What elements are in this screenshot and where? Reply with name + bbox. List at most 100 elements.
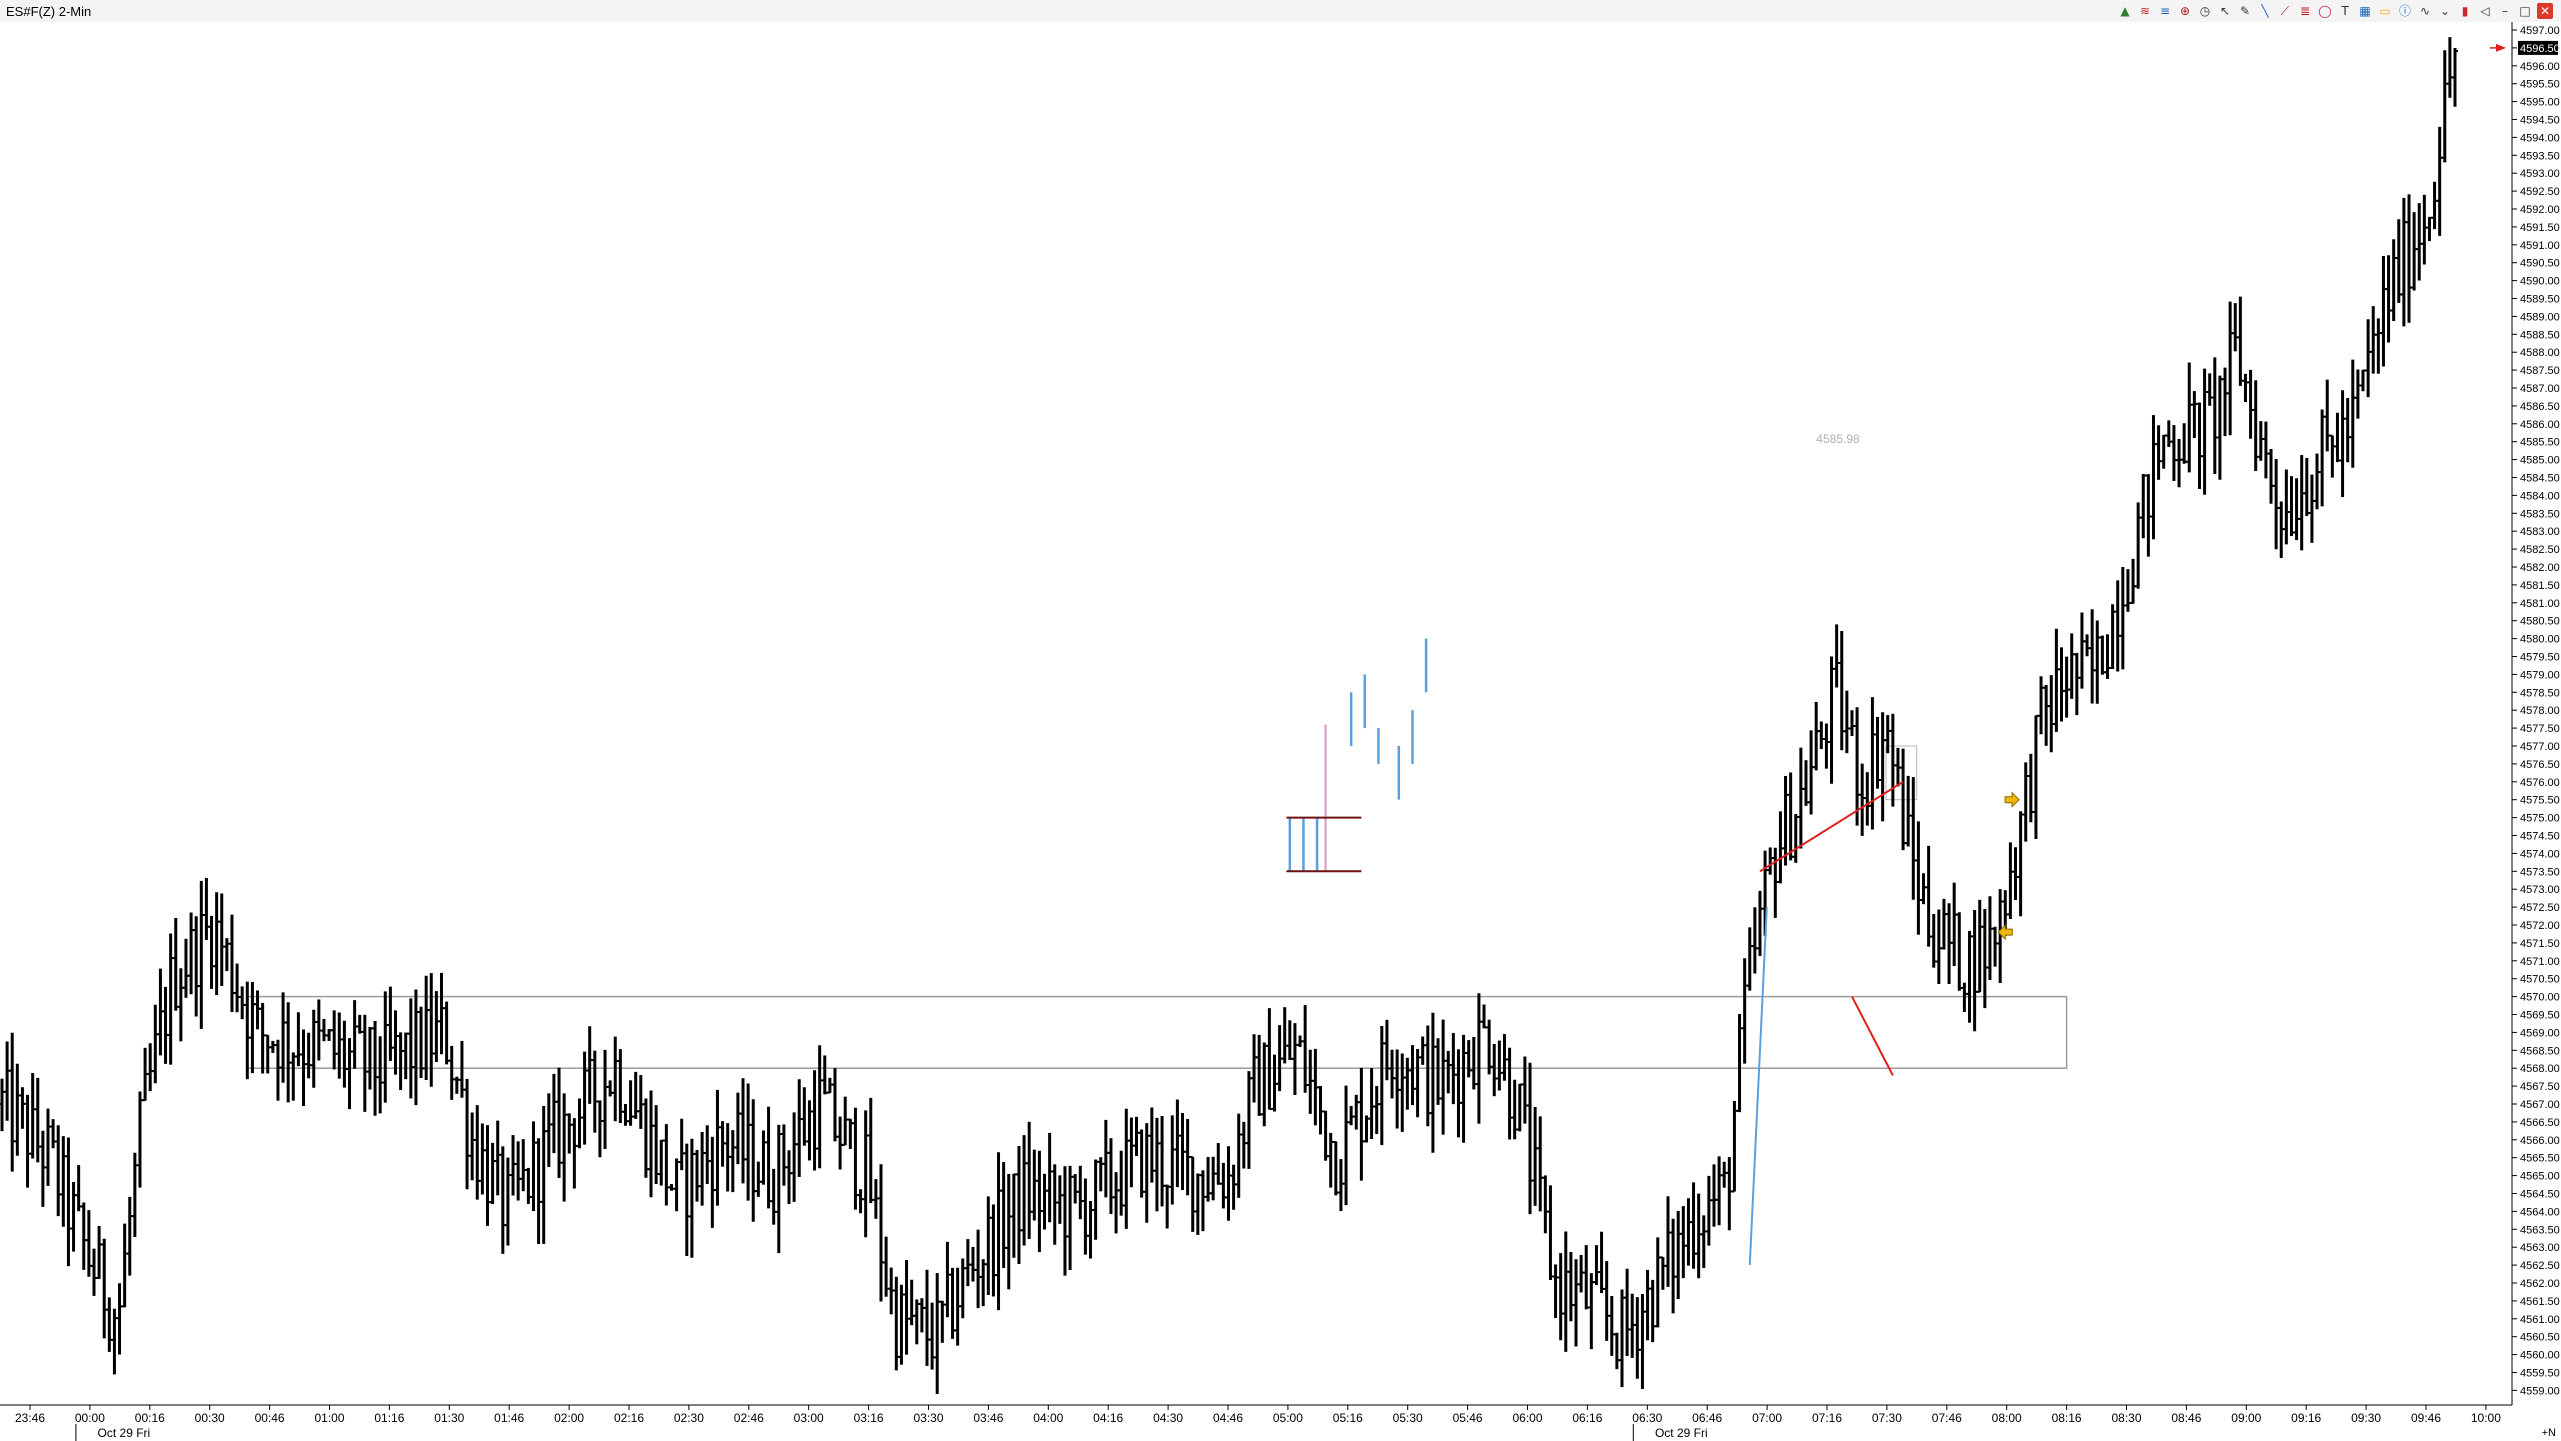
price-chart[interactable]: 4597.00 4596.50 4596.00 4595.50 4595.00 4594.… [0, 22, 2561, 1441]
ray-icon[interactable]: ⟋ [2280, 4, 2290, 18]
time-tick-label: 04:16 [1093, 1411, 1123, 1425]
window-title-bar: ES#F(Z) 2-Min ▲ ≋ ≡ ⊕ ◷ ↖ ✎ ╲ ⟋ ≣ ◯ T ▦ ▭ ⓘ ∿ ⌄ ▮ ◁ – □ ✕ [0, 0, 2561, 23]
time-tick-label: 00:16 [135, 1411, 165, 1425]
price-tick-label: 4572.50 [2520, 902, 2560, 914]
time-tick-label: 02:16 [614, 1411, 644, 1425]
zigzag-icon[interactable]: ∿ [2419, 4, 2431, 18]
last-price-label: 4596.50 [2520, 43, 2560, 55]
pencil-icon[interactable]: ✎ [2239, 4, 2251, 18]
time-tick-label: 01:30 [434, 1411, 464, 1425]
price-tick-label: 4588.00 [2520, 347, 2560, 359]
time-tick-label: 09:00 [2231, 1411, 2261, 1425]
data-series-icon[interactable]: ▲ [2120, 4, 2130, 18]
chart-toolbar: ▲ ≋ ≡ ⊕ ◷ ↖ ✎ ╲ ⟋ ≣ ◯ T ▦ ▭ ⓘ ∿ ⌄ ▮ ◁ – □ ✕ [2117, 2, 2553, 20]
time-tick-label: 10:00 [2471, 1411, 2501, 1425]
time-tick-label: 03:30 [913, 1411, 943, 1425]
time-tick-label: 08:00 [1992, 1411, 2022, 1425]
time-tick-label: 07:46 [1932, 1411, 1962, 1425]
price-tick-label: 4564.50 [2520, 1189, 2560, 1201]
price-tick-label: 4561.50 [2520, 1296, 2560, 1308]
time-tick-label: 06:16 [1572, 1411, 1602, 1425]
chevron-down-icon[interactable]: ⌄ [2439, 4, 2451, 18]
small-zone-box [1885, 745, 1918, 801]
time-tick-label: 07:16 [1812, 1411, 1842, 1425]
price-tick-label: 4559.00 [2520, 1385, 2560, 1397]
price-tick-label: 4580.00 [2520, 634, 2560, 646]
crosshair-icon[interactable]: ⊕ [2179, 4, 2191, 18]
price-tick-label: 4597.00 [2520, 25, 2560, 37]
time-tick-label: 02:46 [734, 1411, 764, 1425]
time-tick-label: 06:30 [1632, 1411, 1662, 1425]
price-tick-label: 4574.00 [2520, 848, 2560, 860]
arrow-left-icon [1997, 923, 2013, 941]
line-draw-icon[interactable]: ╲ [2261, 4, 2269, 18]
price-tick-label: 4562.00 [2520, 1278, 2560, 1290]
fibonacci-icon[interactable]: ≣ [2299, 4, 2311, 18]
time-tick-label: 00:30 [195, 1411, 225, 1425]
price-tick-label: 4589.00 [2520, 311, 2560, 323]
time-tick-label: 06:00 [1512, 1411, 1542, 1425]
price-tick-label: 4580.50 [2520, 616, 2560, 628]
time-tick-label: 09:46 [2411, 1411, 2441, 1425]
price-tick-label: 4590.00 [2520, 276, 2560, 288]
trend-line [1748, 907, 1768, 1266]
price-tick-label: 4577.50 [2520, 723, 2560, 735]
price-tick-label: 4584.00 [2520, 490, 2560, 502]
price-tick-label: 4562.50 [2520, 1260, 2560, 1272]
rectangle-icon[interactable]: ▭ [2379, 4, 2391, 18]
time-tick-label: 05:00 [1273, 1411, 1303, 1425]
price-tick-label: 4582.50 [2520, 544, 2560, 556]
price-tick-label: 4594.50 [2520, 115, 2560, 127]
price-tick-label: 4583.00 [2520, 526, 2560, 538]
price-tick-label: 4565.50 [2520, 1153, 2560, 1165]
price-tick-label: 4561.00 [2520, 1314, 2560, 1326]
price-annotation: 4585.98 [1816, 432, 1860, 446]
time-tick-label: 00:46 [255, 1411, 285, 1425]
time-tick-label: 08:30 [2111, 1411, 2141, 1425]
text-tool-icon[interactable]: T [2341, 4, 2349, 18]
corner-label: +N [2542, 1427, 2556, 1439]
price-tick-label: 4563.50 [2520, 1224, 2560, 1236]
time-tick-label: 01:00 [314, 1411, 344, 1425]
time-tick-label: 07:30 [1872, 1411, 1902, 1425]
price-tick-label: 4584.50 [2520, 473, 2560, 485]
clock-icon[interactable]: ◷ [2199, 4, 2211, 18]
time-tick-label: 07:00 [1752, 1411, 1782, 1425]
time-tick-label: 04:00 [1033, 1411, 1063, 1425]
price-tick-label: 4573.00 [2520, 884, 2560, 896]
circle-icon[interactable]: ◯ [2318, 4, 2332, 18]
price-tick-label: 4595.00 [2520, 97, 2560, 109]
price-axis: 4597.00 4596.50 4596.00 4595.50 4595.00 4594.… [2490, 25, 2560, 1397]
candle-icon[interactable]: ▮ [2461, 4, 2469, 18]
time-tick-label: 02:30 [674, 1411, 704, 1425]
price-tick-label: 4568.00 [2520, 1063, 2560, 1075]
grid-icon[interactable]: ▦ [2359, 4, 2371, 18]
price-tick-label: 4569.00 [2520, 1027, 2560, 1039]
time-tick-label: 03:46 [973, 1411, 1003, 1425]
grid-lines-icon[interactable]: ≡ [2159, 4, 2171, 18]
time-tick-label: 05:46 [1453, 1411, 1483, 1425]
time-tick-label: 04:30 [1153, 1411, 1183, 1425]
price-tick-label: 4566.00 [2520, 1135, 2560, 1147]
minus-icon[interactable]: – [2502, 4, 2508, 18]
time-tick-label: 00:00 [75, 1411, 105, 1425]
price-tick-label: 4587.00 [2520, 383, 2560, 395]
time-tick-label: 09:16 [2291, 1411, 2321, 1425]
price-bars [0, 37, 2458, 1395]
time-tick-label: 05:30 [1393, 1411, 1423, 1425]
speaker-icon[interactable]: ◁ [2480, 4, 2490, 18]
time-tick-label: 03:16 [854, 1411, 884, 1425]
price-tick-label: 4586.00 [2520, 419, 2560, 431]
close-icon[interactable]: ✕ [2537, 3, 2553, 19]
drawing-objects [1286, 638, 2020, 1266]
price-tick-label: 4578.00 [2520, 705, 2560, 717]
trend-line [1759, 780, 1904, 873]
time-tick-label: 08:46 [2171, 1411, 2201, 1425]
time-tick-label: 06:46 [1692, 1411, 1722, 1425]
price-tick-label: 4592.50 [2520, 186, 2560, 198]
add-icon[interactable]: □ [2519, 4, 2531, 18]
pointer-icon[interactable]: ↖ [2219, 4, 2231, 18]
price-tick-label: 4573.50 [2520, 866, 2560, 878]
wave-icon[interactable]: ≋ [2139, 4, 2151, 18]
info-icon[interactable]: ⓘ [2398, 4, 2411, 18]
